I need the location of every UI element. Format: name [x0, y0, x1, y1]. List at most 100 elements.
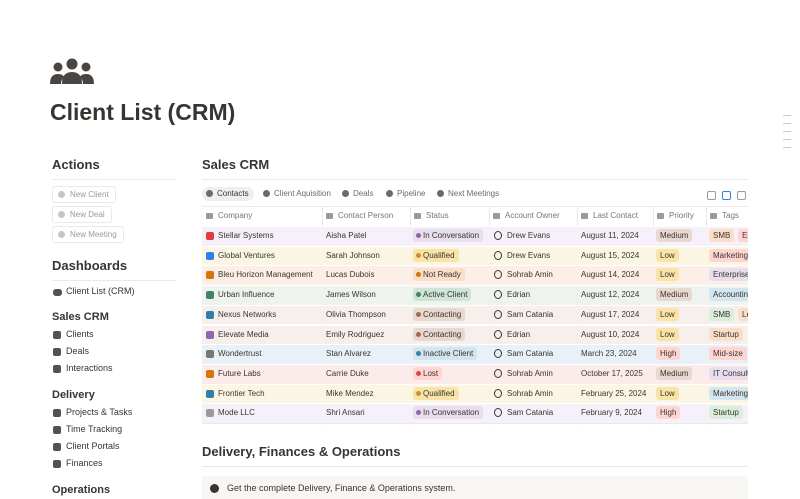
account-owner: Sohrab Amin — [507, 270, 553, 280]
tag: SMB — [709, 229, 735, 242]
table-row[interactable] — [202, 245, 748, 266]
priority-tag: Low — [656, 248, 679, 262]
owner-avatar — [494, 290, 502, 300]
company-icon — [206, 271, 214, 280]
divider — [202, 423, 748, 424]
company-name: Nexus Networks — [218, 309, 277, 319]
priority-tag: High — [656, 406, 681, 420]
tab-icon — [386, 190, 393, 197]
table: Company Contact Person Status Account Owner… — [202, 207, 748, 425]
view-tab[interactable]: Next Meetings — [433, 187, 504, 201]
nav-icon — [53, 331, 61, 339]
priority-tag: High — [656, 347, 681, 361]
account-owner: Sam Catania — [507, 408, 554, 418]
nav-icon — [53, 348, 61, 356]
status-dot — [416, 272, 421, 278]
last-contact: October 17, 2025 — [581, 368, 643, 378]
toolbar-icon[interactable] — [737, 191, 746, 200]
last-contact: August 14, 2024 — [581, 270, 640, 280]
table-row[interactable] — [202, 383, 748, 404]
priority-tag: Medium — [656, 288, 693, 302]
company-icon — [206, 330, 214, 339]
nav-link[interactable]: Finances — [66, 458, 103, 468]
tag: Accounting — [709, 288, 748, 302]
view-tab[interactable]: Client Aquisition — [259, 187, 336, 201]
status-tag: In Conversation — [413, 406, 484, 420]
last-contact: February 9, 2024 — [581, 408, 642, 418]
action-button[interactable]: New Client — [52, 186, 116, 203]
column-icon — [710, 213, 717, 219]
company-icon — [206, 291, 214, 300]
status-dot — [416, 233, 421, 238]
status-dot — [416, 292, 421, 298]
status-dot — [416, 252, 421, 258]
status-dot — [416, 410, 421, 416]
priority-tag: Medium — [656, 366, 693, 380]
view-tab[interactable]: Pipeline — [382, 187, 430, 201]
tab-icon — [206, 190, 213, 197]
status-tag: Qualified — [413, 248, 459, 262]
contact-person: Carrie Duke — [326, 368, 369, 378]
action-button[interactable]: New Meeting — [52, 226, 124, 243]
nav-icon — [53, 409, 61, 417]
owner-avatar — [494, 408, 502, 418]
tab-icon — [342, 190, 349, 197]
column-header: Company — [218, 211, 253, 220]
table-row[interactable] — [202, 285, 748, 305]
table-row[interactable] — [202, 265, 748, 286]
divider — [52, 280, 176, 281]
table-row[interactable] — [202, 363, 748, 384]
company-icon — [206, 369, 214, 378]
button-icon — [58, 231, 65, 238]
nav-link[interactable]: Clients — [66, 329, 94, 339]
company-name: Mode LLC — [218, 408, 255, 418]
view-tab[interactable]: Deals — [338, 187, 378, 201]
contact-person: Emily Rodriguez — [326, 329, 385, 339]
owner-avatar — [494, 270, 502, 280]
last-contact: August 12, 2024 — [581, 290, 640, 300]
nav-link[interactable]: Projects & Tasks — [66, 407, 133, 417]
column-header: Contact Person — [338, 211, 394, 220]
nav-icon — [53, 426, 61, 434]
nav-link[interactable]: Interactions — [66, 363, 113, 373]
tag: SMB — [709, 307, 735, 321]
status-dot — [416, 370, 421, 376]
status-tag: Lost — [413, 366, 443, 380]
company-icon — [206, 251, 214, 260]
priority-tag: Low — [656, 327, 679, 341]
column-header: Account Owner — [505, 211, 560, 220]
priority-tag: Low — [656, 268, 679, 282]
status-tag: Contacting — [413, 327, 466, 341]
account-owner: Drew Evans — [507, 231, 551, 240]
tag: Mid-size — [709, 347, 747, 361]
table-row[interactable] — [202, 324, 748, 345]
toolbar-icon[interactable] — [722, 191, 731, 200]
owner-avatar — [494, 231, 502, 240]
action-button[interactable]: New Deal — [52, 206, 112, 223]
status-dot — [416, 331, 421, 337]
nav-link[interactable]: Time Tracking — [66, 424, 123, 434]
view-tab[interactable]: Contacts — [202, 187, 254, 201]
contact-person: James Wilson — [326, 290, 376, 300]
callout: Get the complete Delivery, Finance & Ope… — [202, 476, 748, 499]
status-tag: Contacting — [413, 307, 466, 321]
toolbar-icon[interactable] — [707, 191, 716, 200]
company-icon — [206, 389, 214, 398]
nav-link[interactable]: Client Portals — [66, 441, 120, 451]
last-contact: August 10, 2024 — [581, 329, 640, 339]
table-row[interactable] — [202, 304, 748, 325]
company-icon — [206, 409, 214, 418]
status-tag: Inactive Client — [413, 347, 478, 361]
column-icon — [657, 213, 664, 219]
company-icon — [206, 232, 214, 240]
nav-link[interactable]: Client List (CRM) — [66, 286, 135, 296]
column-icon — [493, 213, 500, 219]
contact-person: Lucas Dubois — [326, 270, 375, 280]
tag: Marketing — [709, 248, 748, 262]
callout-icon — [210, 484, 219, 493]
nav-link[interactable]: Deals — [66, 346, 90, 356]
scroll-markers — [783, 108, 791, 154]
owner-avatar — [494, 349, 502, 359]
column-icon — [326, 213, 333, 219]
divider — [202, 466, 748, 467]
